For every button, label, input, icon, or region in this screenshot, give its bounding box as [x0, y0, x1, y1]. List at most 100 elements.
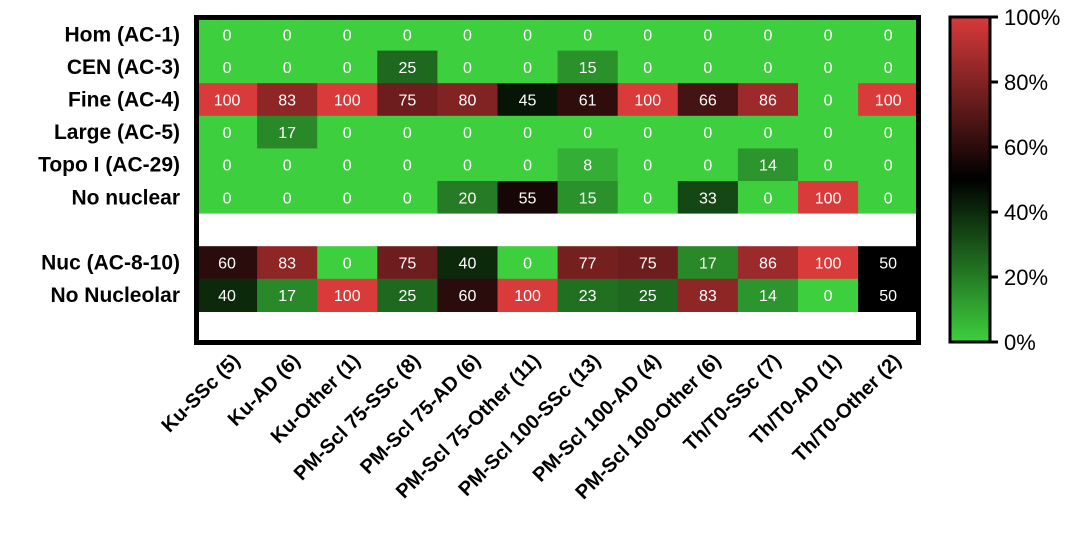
cell-value-label: 0 — [884, 27, 893, 44]
cell-value-label: 83 — [699, 288, 717, 305]
heatmap-cell — [197, 148, 258, 182]
heatmap-cell — [798, 148, 859, 182]
heatmap-cell — [497, 278, 559, 312]
empty-cell — [737, 213, 799, 247]
heatmap-cell — [557, 18, 619, 52]
heatmap-cells — [197, 18, 919, 312]
heatmap-cell — [377, 278, 438, 312]
cell-value-label: 0 — [643, 158, 652, 175]
empty-cell — [858, 213, 919, 247]
heatmap-cell — [257, 148, 318, 182]
heatmap-cell — [197, 50, 258, 84]
heatmap-cell — [317, 115, 378, 149]
heatmap-cell — [377, 246, 438, 280]
cell-value-label: 66 — [699, 93, 717, 110]
heatmap-cell — [377, 148, 438, 182]
heatmap-cell — [677, 18, 739, 52]
heatmap-cell — [437, 83, 499, 117]
cell-value-label: 0 — [763, 125, 772, 142]
cell-value-label: 0 — [884, 190, 893, 207]
heatmap-cell — [257, 50, 318, 84]
cell-value-label: 100 — [875, 93, 902, 110]
empty-cell — [798, 213, 859, 247]
cell-value-label: 40 — [218, 288, 236, 305]
cell-value-label: 0 — [223, 125, 232, 142]
heatmap-cell — [377, 18, 438, 52]
heatmap-cell — [257, 18, 318, 52]
cell-value-label: 0 — [824, 158, 833, 175]
heatmap-cell — [858, 148, 919, 182]
cell-value-label: 0 — [403, 158, 412, 175]
heatmap-cell — [858, 50, 919, 84]
heatmap-cell — [377, 181, 438, 215]
heatmap-cell — [798, 18, 859, 52]
heatmap-cell — [617, 18, 679, 52]
row-label: No nuclear — [71, 186, 180, 209]
cell-value-label: 0 — [343, 27, 352, 44]
cell-value-label: 77 — [579, 256, 597, 273]
cell-value-label: 0 — [283, 27, 292, 44]
heatmap-cell — [437, 246, 499, 280]
heatmap-cell — [798, 83, 859, 117]
heatmap-cell — [497, 18, 559, 52]
cell-value-label: 17 — [278, 288, 296, 305]
heatmap-cell — [197, 246, 258, 280]
heatmap-cell — [437, 181, 499, 215]
heatmap-cell — [617, 83, 679, 117]
heatmap-cell — [617, 278, 679, 312]
legend-tick-label: 0% — [1004, 330, 1036, 355]
empty-cell — [437, 213, 499, 247]
heatmap-cell — [617, 115, 679, 149]
cell-value-label: 0 — [283, 60, 292, 77]
column-labels: Ku-SSc (5)Ku-AD (6)Ku-Other (1)PM-Scl 75… — [158, 350, 906, 504]
heatmap-cell — [737, 181, 799, 215]
row-label: Nuc (AC-8-10) — [41, 252, 180, 275]
cell-value-label: 0 — [223, 190, 232, 207]
legend-tick-label: 40% — [1004, 200, 1048, 225]
heatmap-cell — [617, 181, 679, 215]
heatmap-cell — [257, 115, 318, 149]
cell-value-label: 20 — [459, 190, 477, 207]
cell-value-label: 0 — [523, 256, 532, 273]
heatmap-cell — [858, 18, 919, 52]
heatmap-cell — [197, 278, 258, 312]
cell-value-label: 100 — [815, 256, 842, 273]
heatmap-cell — [197, 115, 258, 149]
heatmap-frame — [194, 15, 921, 345]
cell-value-label: 60 — [459, 288, 477, 305]
heatmap-cell — [557, 50, 619, 84]
cell-value-label: 80 — [459, 93, 477, 110]
cell-value-label: 0 — [824, 125, 833, 142]
cell-value-label: 0 — [884, 125, 893, 142]
cell-value-label: 0 — [223, 60, 232, 77]
heatmap-cell — [737, 50, 799, 84]
cell-value-label: 0 — [523, 125, 532, 142]
heatmap-cell — [317, 246, 378, 280]
heatmap-cell — [617, 148, 679, 182]
cell-value-label: 23 — [579, 288, 597, 305]
heatmap-cell — [798, 246, 859, 280]
heatmap-cell — [677, 148, 739, 182]
cell-value-label: 0 — [523, 60, 532, 77]
cell-value-label: 0 — [223, 158, 232, 175]
cell-value-label: 0 — [523, 158, 532, 175]
legend-tick-label: 60% — [1004, 135, 1048, 160]
heatmap-cell — [858, 83, 919, 117]
row-labels: Hom (AC-1) CEN (AC-3) Fine (AC-4) Large (AC… — [38, 23, 180, 307]
heatmap-cell — [677, 278, 739, 312]
heatmap-cell — [677, 115, 739, 149]
heatmap-cell — [737, 148, 799, 182]
cell-value-label: 0 — [463, 125, 472, 142]
heatmap-cell — [497, 50, 559, 84]
cell-value-label: 0 — [403, 125, 412, 142]
heatmap-cell — [557, 278, 619, 312]
cell-value-label: 100 — [634, 93, 661, 110]
heatmap-cell — [197, 83, 258, 117]
heatmap-cell — [437, 115, 499, 149]
cell-value-label: 100 — [334, 288, 361, 305]
heatmap-cell — [497, 181, 559, 215]
heatmap-cell — [677, 50, 739, 84]
cell-value-label: 33 — [699, 190, 717, 207]
heatmap-cell — [858, 115, 919, 149]
cell-value-label: 0 — [463, 60, 472, 77]
